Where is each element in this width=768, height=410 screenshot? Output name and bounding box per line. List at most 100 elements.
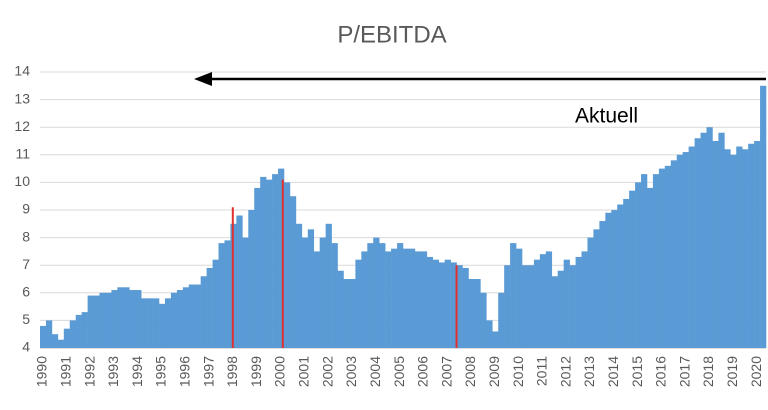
bar — [599, 221, 606, 348]
bar — [718, 132, 725, 348]
x-tick-label: 1996 — [177, 356, 193, 387]
bar — [391, 248, 398, 348]
y-tick-label: 13 — [14, 90, 30, 106]
x-tick-label: 2019 — [724, 356, 740, 387]
bar — [641, 174, 648, 348]
bar — [706, 127, 713, 348]
bar — [206, 267, 213, 348]
bar — [301, 237, 309, 348]
bar — [557, 270, 564, 348]
bar — [313, 251, 320, 348]
y-tick-label: 11 — [15, 146, 30, 162]
x-tick-label: 2000 — [272, 356, 288, 387]
bar — [510, 243, 517, 348]
bar — [349, 279, 356, 348]
bar — [527, 265, 535, 348]
x-tick-label: 2010 — [510, 356, 526, 387]
bar — [742, 149, 749, 348]
y-tick-label: 14 — [14, 63, 30, 79]
bar — [248, 210, 255, 348]
bar — [153, 298, 160, 348]
bar — [450, 262, 457, 348]
x-tick-label: 2008 — [462, 356, 478, 387]
x-tick-label: 2012 — [557, 356, 573, 387]
bar — [623, 198, 630, 348]
bar — [664, 165, 672, 348]
bar — [141, 298, 148, 348]
bar — [533, 259, 541, 348]
bar — [462, 267, 469, 348]
bar — [516, 248, 523, 348]
x-tick-label: 2018 — [700, 356, 716, 387]
bar — [182, 287, 190, 348]
bar — [694, 138, 701, 348]
x-tick-label: 1991 — [58, 356, 74, 387]
x-tick-label: 2001 — [296, 356, 312, 387]
chart-title: P/EBITDA — [337, 21, 446, 48]
bar — [147, 298, 154, 348]
x-tick-label: 1990 — [34, 356, 50, 387]
bar — [587, 237, 594, 348]
bar — [45, 320, 53, 348]
x-tick-label: 2015 — [629, 356, 645, 387]
bar — [760, 85, 767, 349]
bar — [117, 287, 124, 348]
y-tick-label: 12 — [14, 118, 30, 134]
bar — [373, 237, 380, 348]
bar — [700, 132, 707, 348]
x-tick-label: 1992 — [81, 356, 97, 387]
bar — [355, 259, 362, 348]
bar — [379, 243, 386, 348]
bar — [551, 276, 559, 348]
bar — [99, 292, 106, 348]
bar — [522, 265, 529, 348]
bar — [159, 303, 166, 348]
y-tick-label: 4 — [22, 339, 30, 355]
x-tick-label: 2007 — [438, 356, 454, 387]
bar — [646, 187, 654, 348]
y-tick-label: 9 — [22, 201, 30, 217]
bar — [75, 314, 82, 348]
bar — [164, 298, 172, 348]
x-tick-label: 2003 — [343, 356, 359, 387]
bar — [57, 339, 65, 348]
bar — [420, 251, 428, 348]
bar — [480, 292, 487, 348]
bar — [629, 190, 636, 348]
x-tick-label: 2006 — [415, 356, 431, 387]
bar — [408, 248, 416, 348]
bar — [361, 251, 368, 348]
bar — [367, 243, 374, 348]
bar — [295, 223, 303, 348]
bar — [676, 154, 683, 348]
bar — [105, 292, 112, 348]
x-tick-label: 2002 — [319, 356, 335, 387]
bars — [40, 85, 767, 349]
x-tick-label: 2004 — [367, 356, 383, 387]
bar — [343, 279, 350, 348]
bar — [200, 276, 207, 348]
bar — [260, 176, 267, 348]
bar — [51, 334, 59, 348]
bar — [539, 254, 547, 348]
bar — [468, 279, 475, 348]
bar — [682, 152, 689, 348]
bar — [319, 237, 326, 348]
bar — [474, 279, 481, 348]
bar — [385, 251, 392, 348]
bar — [575, 256, 582, 348]
x-tick-label: 2014 — [605, 356, 621, 387]
arrow-head — [194, 72, 212, 86]
x-tick-label: 2020 — [748, 356, 764, 387]
bar — [754, 141, 761, 348]
bar — [492, 331, 499, 348]
bar — [135, 290, 142, 348]
bar — [331, 243, 338, 348]
y-tick-label: 8 — [22, 228, 30, 244]
bar — [188, 284, 196, 348]
bar — [93, 295, 100, 348]
bar — [307, 229, 315, 348]
bar — [658, 168, 666, 348]
